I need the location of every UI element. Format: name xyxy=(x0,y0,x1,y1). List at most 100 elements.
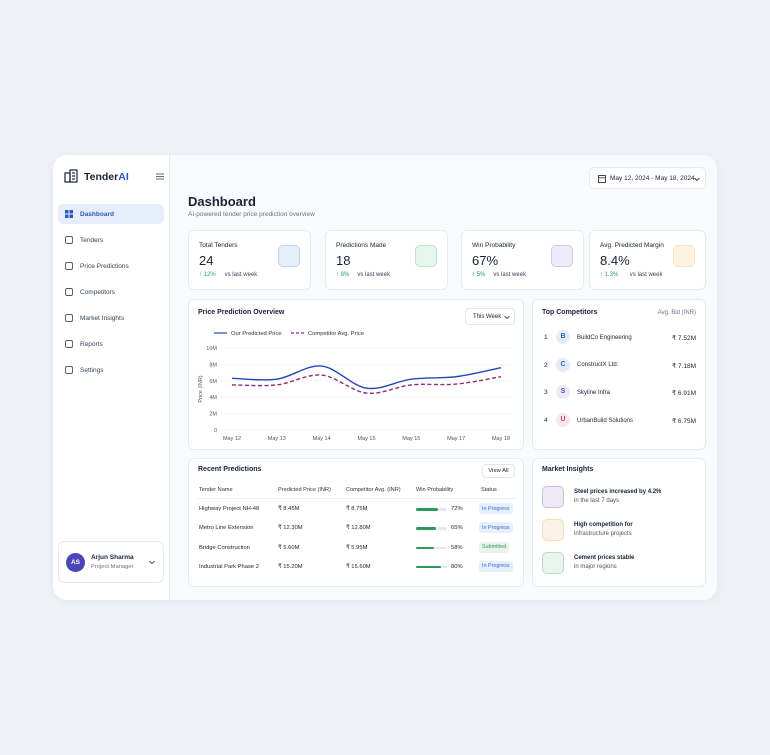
probability-label: 58% xyxy=(451,544,463,551)
up-arrow: ↑ xyxy=(600,272,605,278)
probability-label: 72% xyxy=(451,506,463,512)
nav-icon xyxy=(65,366,73,374)
user-card[interactable]: AS Arjun Sharma Project Manager xyxy=(58,541,164,583)
nav-label: Dashboard xyxy=(80,210,114,218)
competitor-price: ₹ 5.95M xyxy=(346,544,368,551)
nav-label: Price Predictions xyxy=(80,262,129,270)
stat-change: ↑ 5% xyxy=(472,272,485,278)
competitor-bid: ₹ 7.18M xyxy=(671,362,696,370)
probability-track xyxy=(416,527,447,530)
logo-icon xyxy=(64,169,78,183)
nav-icon xyxy=(65,262,73,270)
competitor-initial: S xyxy=(556,385,570,400)
insight-icon xyxy=(542,552,564,574)
probability-bar xyxy=(416,565,441,569)
sidebar xyxy=(53,155,170,600)
nav-label: Reports xyxy=(80,340,103,348)
probability-bar xyxy=(416,546,434,550)
up-arrow: ↑ xyxy=(336,272,341,278)
insight-detail: infrastructure projects xyxy=(574,531,632,537)
header-divider xyxy=(198,498,516,499)
nav-icon xyxy=(65,340,73,348)
stat-suffix: vs last week xyxy=(493,272,527,278)
nav-item[interactable]: Market Insights xyxy=(58,308,164,328)
nav-item[interactable]: Price Predictions xyxy=(58,256,164,276)
change-value: 8% xyxy=(340,272,350,278)
competitor-bid: ₹ 6.91M xyxy=(671,390,696,398)
range-label: This Week xyxy=(473,313,502,320)
stat-suffix: vs last week xyxy=(629,272,663,278)
nav-icon-part xyxy=(65,340,73,348)
range-chevron xyxy=(504,315,510,320)
predicted-price: ₹ 15.20M xyxy=(278,563,303,570)
nav-label: Market Insights xyxy=(80,314,125,322)
rank: 1 xyxy=(544,334,548,341)
insights-title: Market Insights xyxy=(542,466,594,473)
nav-item[interactable]: Settings xyxy=(58,360,164,380)
predicted-price: ₹ 12.30M xyxy=(278,525,303,532)
x-tick-label: May 12 xyxy=(223,436,241,442)
nav-item[interactable]: Reports xyxy=(58,334,164,354)
insight-detail: in the last 7 days xyxy=(574,498,620,504)
y-tick-label: 8M xyxy=(209,362,217,368)
page-subtitle: AI-powered tender price prediction overv… xyxy=(188,211,315,218)
predicted-price: ₹ 8.45M xyxy=(278,506,300,512)
stat-value: 8.4% xyxy=(600,253,630,268)
page-title: Dashboard xyxy=(188,194,256,209)
stat-card: Predictions Made 18 ↑ 8% vs last week xyxy=(325,230,448,290)
status-badge: In Progress xyxy=(479,560,513,572)
competitor-initial: B xyxy=(556,330,570,344)
nav-item[interactable]: Competitors xyxy=(58,282,164,302)
probability-track xyxy=(416,508,447,511)
x-tick-label: May 15 xyxy=(402,436,420,442)
competitor-name: BuildCo Engineering xyxy=(577,334,632,341)
nav-icon-part xyxy=(65,262,73,270)
stat-icon xyxy=(278,245,300,267)
competitors-column: Avg. Bid (INR) xyxy=(657,310,696,316)
series-line xyxy=(231,365,502,390)
tender-name: Industrial Park Phase 2 xyxy=(199,563,259,570)
y-tick-label: 0 xyxy=(214,428,217,434)
table-header: Status xyxy=(481,487,497,493)
y-tick-label: 6M xyxy=(209,379,217,385)
date-picker[interactable]: May 12, 2024 - May 18, 2024 xyxy=(589,167,706,189)
menu-toggle[interactable] xyxy=(156,173,164,180)
probability-bar xyxy=(416,527,437,530)
stat-value: 18 xyxy=(336,253,351,268)
insight-title: High competition for xyxy=(574,522,633,528)
stat-suffix: vs last week xyxy=(357,272,391,278)
probability-track xyxy=(416,565,447,569)
nav-item[interactable]: Dashboard xyxy=(58,204,164,224)
nav-icon xyxy=(65,314,73,322)
stat-value: 67% xyxy=(472,253,499,268)
competitor-price: ₹ 15.60M xyxy=(346,563,371,570)
change-value: 12% xyxy=(203,272,216,278)
tender-name: Highway Project NH-48 xyxy=(199,506,260,512)
competitor-name: ConstructX Ltd. xyxy=(577,362,619,369)
rank: 2 xyxy=(544,361,548,369)
insight-detail: in major regions xyxy=(574,564,617,570)
nav-item[interactable]: Tenders xyxy=(58,230,164,250)
calendar-icon xyxy=(598,175,606,183)
x-tick-label: May 17 xyxy=(447,436,465,442)
change-value: 5% xyxy=(476,272,486,278)
competitor-price: ₹ 8.75M xyxy=(346,506,368,512)
probability-track xyxy=(416,546,447,550)
y-axis-label: Price (INR) xyxy=(198,375,204,402)
predictions-title: Recent Predictions xyxy=(198,466,262,473)
x-tick-label: May 15 xyxy=(357,436,375,442)
competitor-name: UrbanBuild Solutions xyxy=(577,417,634,424)
date-range: May 12, 2024 - May 18, 2024 xyxy=(610,175,695,182)
stat-label: Win Probability xyxy=(472,242,516,249)
view-all-button[interactable]: View All xyxy=(482,464,515,478)
chart-title: Price Prediction Overview xyxy=(198,309,285,316)
range-selector[interactable]: This Week xyxy=(465,308,515,325)
table-header: Tender Name xyxy=(199,487,233,493)
legend-label: Competitor Avg. Price xyxy=(308,331,364,337)
up-arrow: ↑ xyxy=(199,272,204,278)
x-tick-label: May 18 xyxy=(492,436,510,442)
nav-label: Tenders xyxy=(80,236,104,244)
